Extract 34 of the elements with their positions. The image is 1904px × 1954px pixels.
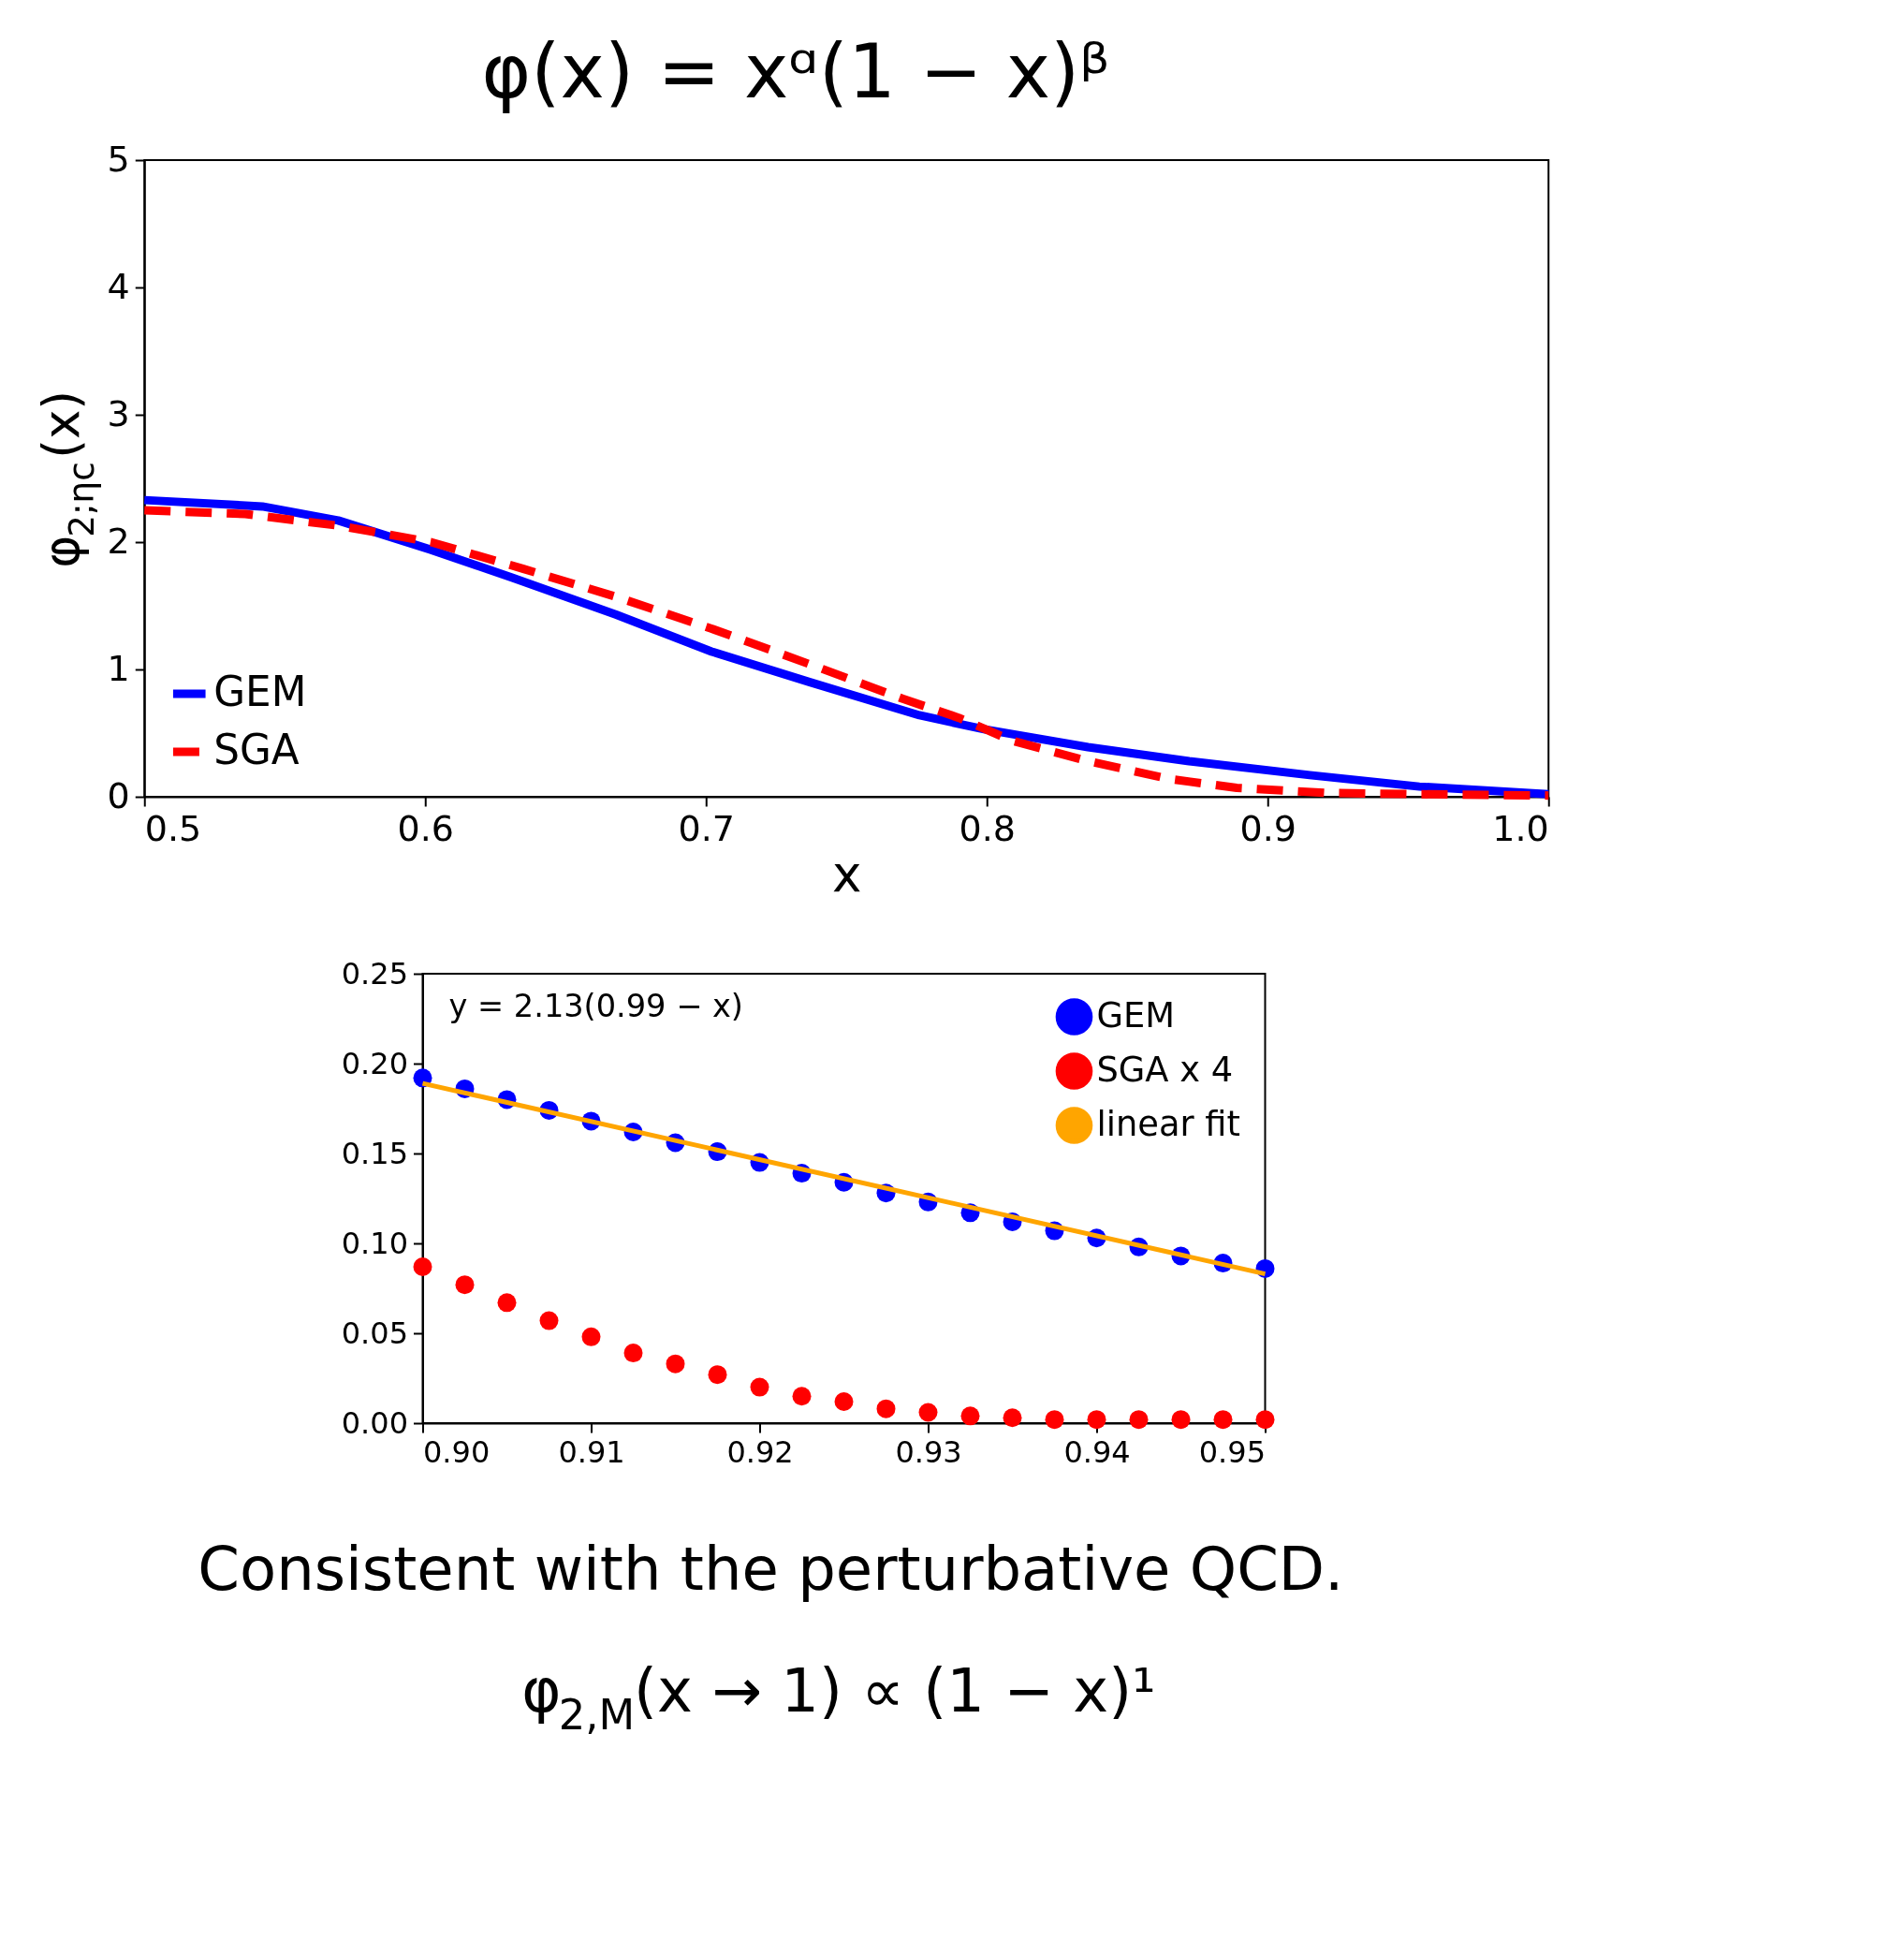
chart-title: φ(x) = xᵅ(1 − x)ᵝ xyxy=(481,28,1110,115)
x-tick-label: 0.93 xyxy=(895,1433,962,1470)
y-tick-label: 5 xyxy=(107,138,130,180)
x-tick-label: 0.8 xyxy=(959,807,1016,849)
x-tick-label: 0.95 xyxy=(1198,1433,1266,1470)
y-axis-title: φ2;ηc(x) xyxy=(33,389,103,568)
y-tick-label: 0.20 xyxy=(341,1045,408,1081)
x-tick-label: 0.94 xyxy=(1063,1433,1131,1470)
legend-label: SGA x 4 xyxy=(1096,1050,1234,1090)
y-tick-label: 0.25 xyxy=(341,955,408,992)
y-tick-label: 3 xyxy=(107,392,130,434)
legend-label: GEM xyxy=(1096,995,1176,1036)
x-tick-label: 0.6 xyxy=(397,807,454,849)
x-tick-label: 0.9 xyxy=(1239,807,1296,849)
y-tick-label: 0 xyxy=(107,774,130,816)
x-tick-label: 0.5 xyxy=(144,807,202,849)
x-tick-label: 0.91 xyxy=(558,1433,625,1470)
legend-label: GEM xyxy=(213,668,307,715)
y-tick-label: 1 xyxy=(107,647,130,689)
y-tick-label: 4 xyxy=(107,265,130,307)
x-tick-label: 0.92 xyxy=(726,1433,794,1470)
x-tick-label: 1.0 xyxy=(1492,807,1549,849)
y-tick-label: 2 xyxy=(107,520,130,562)
x-axis-title: x xyxy=(832,845,862,904)
y-tick-label: 0.15 xyxy=(341,1135,408,1171)
text: Consistent with the perturbative QCD. xyxy=(198,1535,1344,1604)
y-tick-label: 0.00 xyxy=(341,1404,408,1441)
y-tick-label: 0.05 xyxy=(341,1315,408,1351)
x-tick-label: 0.7 xyxy=(678,807,735,849)
y-tick-label: 0.10 xyxy=(341,1225,408,1261)
legend-label: SGA xyxy=(213,726,300,773)
legend-label: linear fit xyxy=(1096,1104,1240,1144)
annotation: y = 2.13(0.99 − x) xyxy=(448,988,743,1024)
x-tick-label: 0.90 xyxy=(423,1433,491,1470)
